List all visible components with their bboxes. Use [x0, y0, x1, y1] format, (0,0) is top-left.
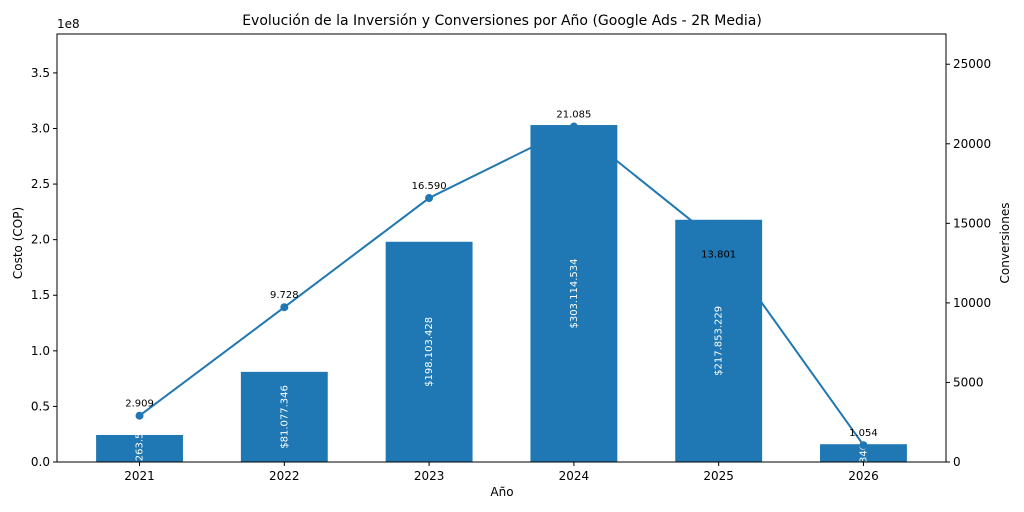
conversion-label: 21.085: [556, 110, 591, 121]
y-axis-left-label: Costo (COP): [11, 207, 25, 279]
bar: [385, 241, 473, 462]
conversion-label: 13.801: [701, 249, 736, 260]
bar: [530, 125, 618, 462]
conversion-point: [714, 238, 723, 247]
x-tick-label: 2025: [703, 469, 734, 483]
y-left-tick-label: 1.0: [31, 344, 50, 358]
bar-value-label: .263.5: [135, 433, 146, 465]
bar-value-label: $303.114.534: [569, 259, 580, 329]
chart-title: Evolución de la Inversión y Conversiones…: [242, 13, 762, 29]
conversion-point: [859, 441, 868, 450]
x-tick-label: 2022: [269, 469, 300, 483]
x-tick-label: 2023: [414, 469, 445, 483]
conversion-label: 1.054: [849, 428, 878, 439]
x-tick-label: 2026: [848, 469, 879, 483]
plot-frame: [56, 33, 947, 463]
conversion-point: [280, 303, 289, 312]
y-right-tick-label: 10000: [953, 296, 991, 310]
y-right-tick-label: 0: [953, 455, 961, 469]
y-left-tick-label: 2.5: [31, 177, 50, 191]
conversion-point: [569, 122, 578, 131]
y-right-tick-label: 20000: [953, 137, 991, 151]
bar: [675, 219, 763, 462]
bar-value-label: 34C: [858, 443, 869, 463]
x-tick-label: 2021: [124, 469, 155, 483]
y-left-tick-label: 3.5: [31, 66, 50, 80]
conversion-label: 16.590: [412, 181, 447, 192]
conversions-line: [138, 125, 865, 446]
bar-value-label: $81.077.346: [279, 385, 290, 449]
bar: [820, 444, 907, 462]
bar-value-label: $198.103.428: [424, 317, 435, 387]
conversion-point: [425, 194, 434, 203]
x-tick-label: 2024: [559, 469, 590, 483]
y-left-tick-label: 2.0: [31, 233, 50, 247]
y-left-tick-label: 0.5: [31, 399, 50, 413]
y-right-tick-label: 5000: [953, 375, 984, 389]
bar: [96, 434, 183, 462]
y-axis-offset-label: 1e8: [57, 17, 80, 31]
bar: [240, 371, 328, 462]
y-right-tick-label: 25000: [953, 57, 991, 71]
y-left-tick-label: 0.0: [31, 455, 50, 469]
x-axis-label: Año: [490, 485, 513, 499]
y-axis-right-label: Conversiones: [998, 203, 1012, 284]
bar-value-label: $217.853.229: [714, 306, 725, 376]
y-left-tick-label: 1.5: [31, 288, 50, 302]
conversion-point: [135, 411, 144, 420]
y-left-tick-label: 3.0: [31, 121, 50, 135]
y-right-tick-label: 15000: [953, 216, 991, 230]
conversion-label: 2.909: [125, 399, 154, 410]
conversion-label: 9.728: [270, 290, 299, 301]
